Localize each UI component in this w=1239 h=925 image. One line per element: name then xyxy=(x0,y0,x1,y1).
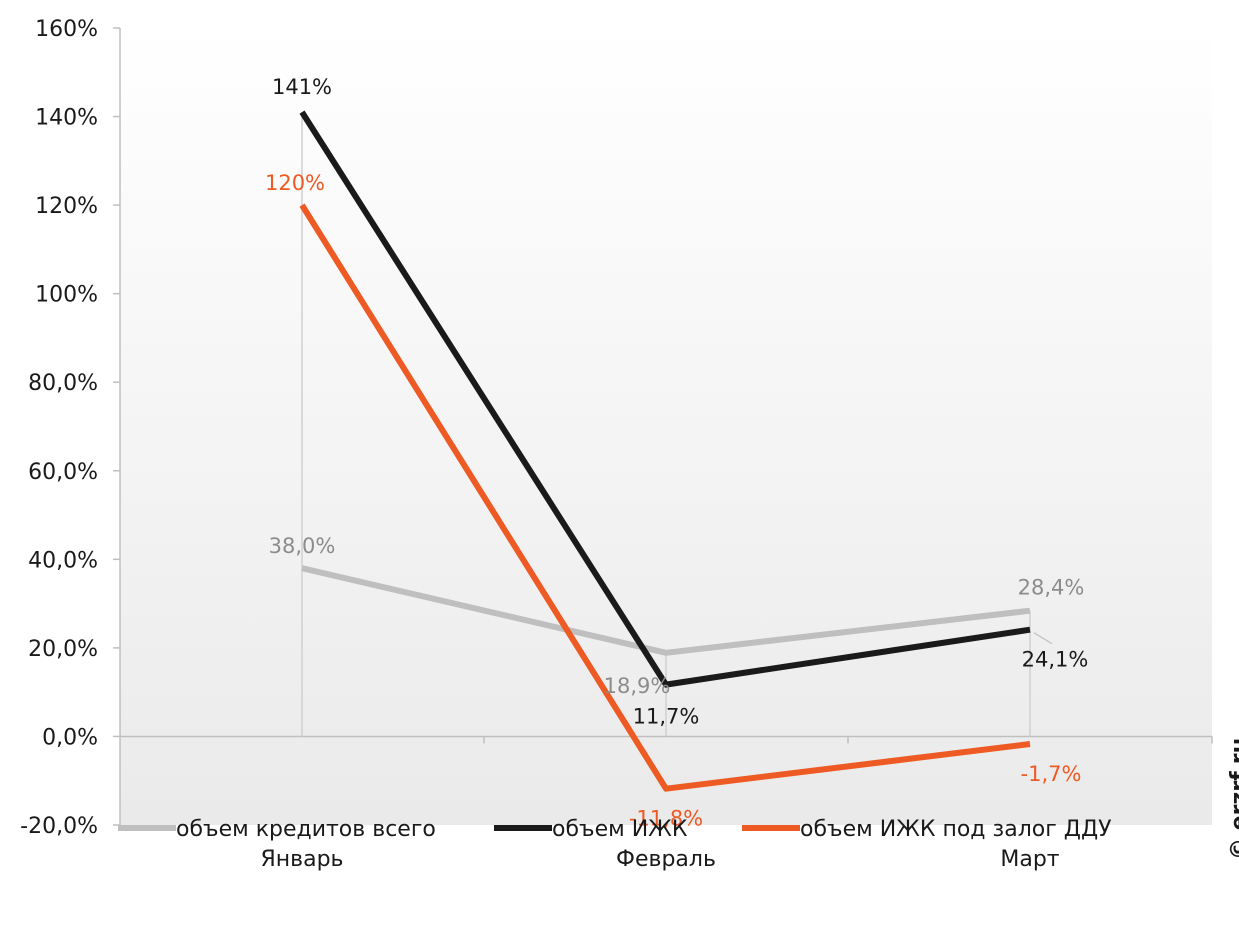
legend-label-3: объем ИЖК под залог ДДУ xyxy=(800,817,1112,842)
y-tick-label: 20,0% xyxy=(28,637,98,662)
data-label: 11,7% xyxy=(633,705,700,729)
y-tick-label: 120% xyxy=(35,194,98,219)
watermark: © erzrf.ru xyxy=(1227,738,1239,860)
legend-label-1: объем кредитов всего xyxy=(176,817,436,842)
data-label: -1,7% xyxy=(1021,762,1082,786)
legend-label-2: объем ИЖК xyxy=(552,817,688,842)
data-label: 28,4% xyxy=(1018,576,1085,600)
series-line-3 xyxy=(299,203,1031,792)
y-tick-label: 160% xyxy=(35,17,98,42)
y-tick-label: 40,0% xyxy=(28,548,98,573)
data-label: 120% xyxy=(265,171,325,195)
data-label: 18,9% xyxy=(604,674,671,698)
y-tick-label: -20,0% xyxy=(20,814,98,839)
x-tick-label: Февраль xyxy=(616,847,716,872)
series-line-1 xyxy=(301,565,1031,656)
label-leader-line xyxy=(1033,632,1053,645)
y-tick-label: 100% xyxy=(35,283,98,308)
data-labels: 38,0% 18,9% 28,4% 141% 11,7% 24,1% 120% -11,8% -… xyxy=(265,75,1088,831)
x-tick-label: Январь xyxy=(260,847,343,872)
y-tick-label: 60,0% xyxy=(28,460,98,485)
data-label: 24,1% xyxy=(1022,648,1089,672)
legend: объем кредитов всего объем ИЖК объем ИЖК п… xyxy=(118,817,1112,842)
x-tick-label: Март xyxy=(1000,847,1059,872)
data-label: -11,8% xyxy=(629,807,703,831)
y-tick-label: 80,0% xyxy=(28,371,98,396)
series-line-2 xyxy=(299,110,1031,688)
y-tick-label: 0,0% xyxy=(42,725,98,750)
series-lines xyxy=(299,110,1031,792)
data-label: 141% xyxy=(272,75,332,99)
y-tick-label: 140% xyxy=(35,106,98,131)
data-label: 38,0% xyxy=(269,534,336,558)
